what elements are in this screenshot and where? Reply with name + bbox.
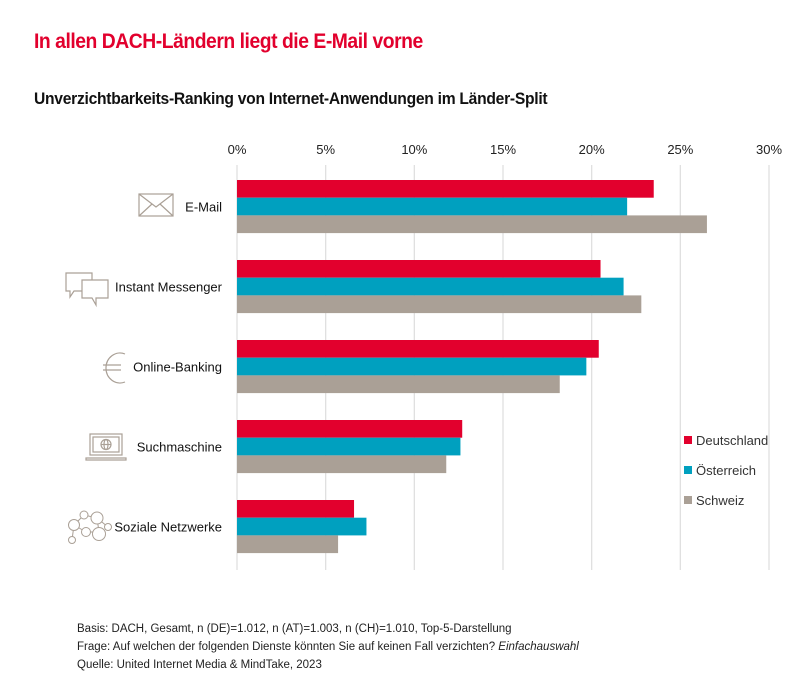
footnote-basis: Basis: DACH, Gesamt, n (DE)=1.012, n (AT… (77, 623, 512, 635)
category-label: Soziale Netzwerke (114, 520, 222, 535)
x-axis-ticks: 0% 5% 10% 15% 20% 25% 30% (228, 142, 783, 157)
legend-swatch (684, 496, 692, 504)
x-tick-label: 30% (756, 142, 782, 157)
chat-bubbles-icon (65, 272, 109, 308)
envelope-icon (138, 193, 174, 217)
legend-label: Deutschland (696, 433, 768, 448)
category-icons (65, 193, 174, 544)
bar-deutschland-1: Deutschland: 20.5% (237, 260, 601, 278)
category-label: Instant Messenger (115, 280, 223, 295)
bar-sterreich-3: Österreich: 12.6% (237, 437, 461, 456)
bar-sterreich-0: Österreich: 22% (237, 197, 628, 216)
bars: Deutschland: 23.5%Österreich: 22%Schweiz… (237, 180, 707, 554)
bar-deutschland-3: Deutschland: 12.7% (237, 420, 463, 438)
bar-deutschland-0: Deutschland: 23.5% (237, 180, 654, 198)
footnote-question: Frage: Auf welchen der folgenden Dienste… (77, 638, 579, 656)
x-tick-label: 10% (401, 142, 427, 157)
euro-icon (103, 352, 126, 384)
laptop-globe-icon (85, 433, 127, 461)
bar-sterreich-2: Österreich: 19.7% (237, 357, 587, 376)
bar-deutschland-4: Deutschland: 6.6% (237, 500, 355, 518)
category-label: Online-Banking (133, 360, 222, 375)
legend-swatch (684, 436, 692, 444)
category-label: Suchmaschine (137, 440, 222, 455)
footnote-question-note: Einfachauswahl (498, 641, 579, 653)
x-tick-label: 20% (579, 142, 605, 157)
bar-schweiz-3: Schweiz: 11.8% (237, 455, 447, 474)
legend-swatch (684, 466, 692, 474)
category-label: E-Mail (185, 200, 222, 215)
chart-subtitle: Unverzichtbarkeits-Ranking von Internet-… (34, 89, 548, 108)
chart-headline: In allen DACH-Ländern liegt die E-Mail v… (34, 30, 423, 53)
x-tick-label: 5% (316, 142, 335, 157)
legend-label: Österreich (696, 463, 756, 478)
bar-deutschland-2: Deutschland: 20.4% (237, 340, 599, 358)
category-labels: E-Mail Instant Messenger Online-Banking Suc… (114, 200, 222, 535)
social-network-icon (68, 510, 112, 544)
legend-label: Schweiz (696, 493, 744, 508)
x-tick-label: 0% (228, 142, 247, 157)
footnote-question-text: Frage: Auf welchen der folgenden Dienste… (77, 641, 496, 653)
chart-footnotes: Basis: DACH, Gesamt, n (DE)=1.012, n (AT… (77, 620, 579, 674)
footnote-source: Quelle: United Internet Media & MindTake… (77, 659, 322, 671)
x-tick-label: 15% (490, 142, 516, 157)
bar-sterreich-1: Österreich: 21.8% (237, 277, 624, 296)
x-tick-label: 25% (667, 142, 693, 157)
bar-schweiz-2: Schweiz: 18.2% (237, 375, 560, 394)
bar-schweiz-0: Schweiz: 26.5% (237, 215, 707, 234)
legend: Deutschland Österreich Schweiz (684, 433, 768, 508)
bar-schweiz-4: Schweiz: 5.7% (237, 535, 339, 554)
bar-sterreich-4: Österreich: 7.3% (237, 517, 367, 536)
bar-schweiz-1: Schweiz: 22.8% (237, 295, 642, 314)
